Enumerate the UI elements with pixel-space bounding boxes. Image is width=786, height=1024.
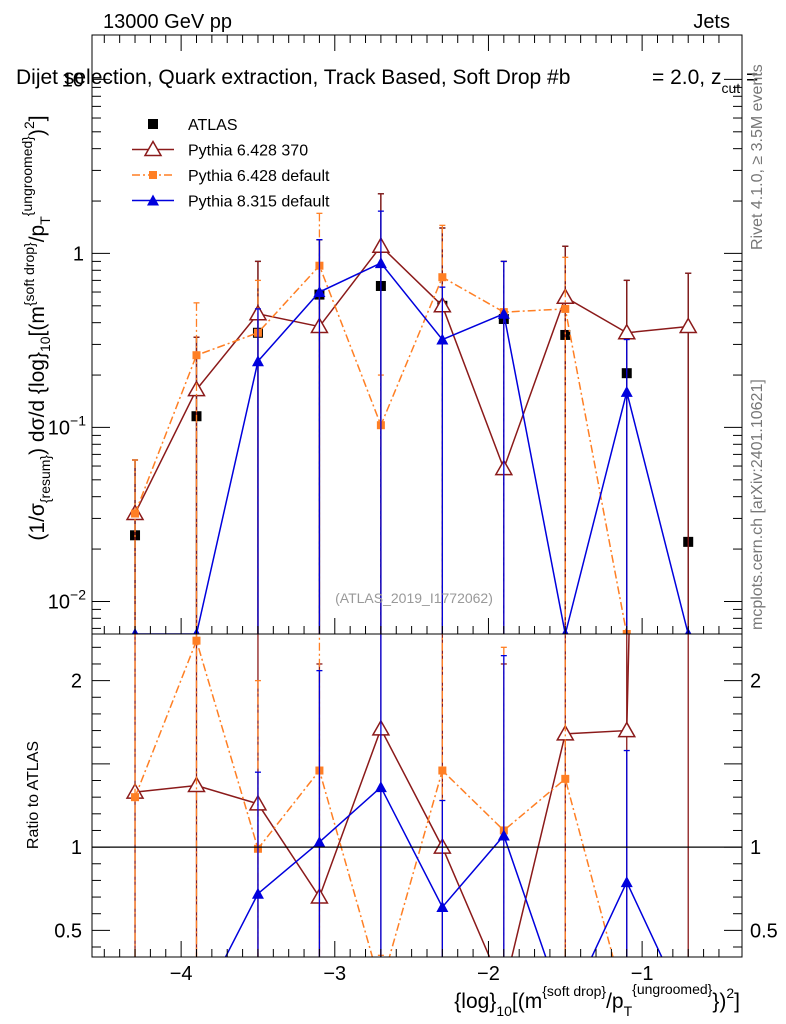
ratio-point-p8_def bbox=[374, 781, 387, 793]
plot-title: Dijet selection, Quark extraction, Track… bbox=[16, 66, 570, 89]
x-tick-label: −2 bbox=[477, 963, 500, 985]
data-point-p6_def bbox=[561, 304, 570, 313]
data-point-p8_def bbox=[497, 307, 510, 319]
category-label: Jets bbox=[693, 11, 730, 33]
mcplots-label: mcplots.cern.ch [arXiv:2401.10621] bbox=[749, 379, 766, 630]
y-tick-label-ratio-right: 1 bbox=[750, 837, 761, 859]
data-point-p6_def bbox=[192, 351, 201, 360]
x-tick-label: −1 bbox=[631, 963, 654, 985]
ratio-point-p8_def bbox=[620, 876, 633, 888]
data-point-p6_370 bbox=[617, 323, 637, 340]
legend-marker-p6_def bbox=[149, 171, 157, 179]
legend-label-ATLAS: ATLAS bbox=[188, 117, 238, 134]
rivet-version-label: Rivet 4.1.0, ≥ 3.5M events bbox=[749, 64, 766, 250]
main-panel-data bbox=[125, 193, 698, 634]
axes: −4 −3 −2 −1 10−2 10−1 1 10 0.5 0.5 1 1 2 2 bbox=[48, 34, 778, 985]
y-tick-label-main: 10−1 bbox=[48, 412, 86, 439]
legend-label-p6_def: Pythia 6.428 default bbox=[188, 168, 330, 185]
y-tick-label-ratio-right: 0.5 bbox=[750, 920, 778, 942]
x-axis-label: {log}10[(m{soft drop}/pT{ungroomed}})2] bbox=[454, 981, 740, 1019]
legend: ATLAS Pythia 6.428 370 Pythia 6.428 defaul… bbox=[132, 117, 330, 211]
legend-marker-p8_def bbox=[147, 194, 159, 206]
ratio-point-p6_def bbox=[561, 774, 570, 783]
ratio-point-p6_370 bbox=[187, 775, 206, 793]
ratio-point-p6_def bbox=[377, 983, 385, 991]
data-point-p8_def bbox=[374, 257, 387, 269]
y-tick-label-main: 10 bbox=[62, 69, 84, 91]
ratio-point-p6_def bbox=[131, 793, 140, 802]
y-tick-label-ratio: 1 bbox=[71, 837, 82, 859]
ratio-line-p8_def bbox=[224, 785, 663, 957]
ratio-point-p8_def bbox=[497, 829, 510, 841]
ratio-point-p8_def bbox=[559, 1008, 571, 1019]
series-line-p8_def bbox=[135, 262, 689, 634]
data-point-p6_370 bbox=[678, 317, 698, 334]
x-tick-label: −4 bbox=[170, 963, 193, 985]
ratio-point-p6_370 bbox=[617, 721, 637, 738]
ratio-panel-frame bbox=[91, 633, 743, 958]
data-point-p8_def bbox=[313, 286, 326, 298]
data-point-p8_def bbox=[251, 355, 264, 367]
series-line-p6_370 bbox=[134, 245, 689, 514]
y-tick-label-main: 1 bbox=[73, 243, 84, 265]
y-axis-label-main: (1/σ{resum}) dσ/d {log}10[(m{soft drop}/… bbox=[19, 115, 53, 540]
ratio-point-p8_def bbox=[251, 887, 264, 899]
legend-label-p6_370: Pythia 6.428 370 bbox=[188, 143, 308, 160]
plot-title-tail: = 2.0, zcut = bbox=[652, 66, 758, 96]
y-axis-label-ratio: Ratio to ATLAS bbox=[25, 741, 42, 849]
y-tick-label-ratio: 2 bbox=[71, 671, 82, 693]
legend-label-p8_def: Pythia 8.315 default bbox=[188, 194, 330, 211]
ratio-line-p6_370 bbox=[134, 634, 630, 957]
data-point-p8_def bbox=[436, 333, 449, 345]
energy-label: 13000 GeV pp bbox=[103, 11, 232, 33]
ratio-point-p6_def bbox=[192, 636, 201, 645]
legend-marker-p6_370 bbox=[143, 139, 163, 157]
ratio-point-p8_def bbox=[313, 836, 326, 848]
data-point-p6_def bbox=[131, 509, 140, 518]
data-point-p6_def bbox=[438, 273, 447, 282]
ratio-point-p8_def bbox=[682, 1008, 694, 1019]
ratio-point-p8_def bbox=[129, 1008, 141, 1019]
title-tail-sub: cut bbox=[721, 80, 740, 96]
ratio-point-p6_def bbox=[438, 766, 447, 775]
y-tick-label-ratio: 0.5 bbox=[54, 920, 82, 942]
y-tick-label-main: 10−2 bbox=[48, 586, 86, 613]
ratio-point-p8_def bbox=[436, 901, 449, 913]
ratio-point-p8_def bbox=[190, 1008, 202, 1019]
plot-title-main: Dijet selection, Quark extraction, Track… bbox=[16, 66, 570, 89]
legend-marker-ATLAS bbox=[148, 119, 158, 129]
ratio-line-p6_def bbox=[134, 638, 614, 957]
x-tick-label: −3 bbox=[323, 963, 346, 985]
y-tick-label-ratio-right: 2 bbox=[750, 671, 761, 693]
title-tail-end: = bbox=[740, 66, 758, 89]
analysis-watermark: (ATLAS_2019_I1772062) bbox=[335, 590, 493, 606]
data-point-p8_def bbox=[620, 385, 633, 397]
